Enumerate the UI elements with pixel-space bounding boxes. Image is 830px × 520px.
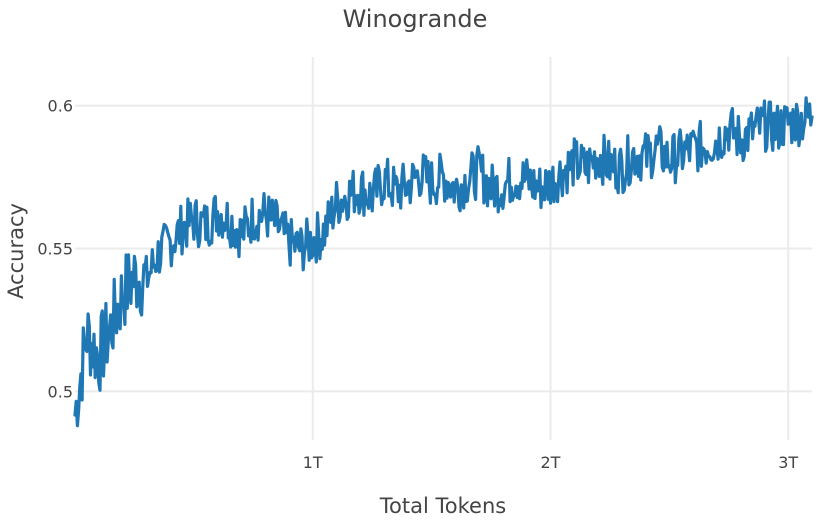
y-tick-label: 0.5 — [48, 382, 73, 401]
grid-layer — [75, 57, 812, 440]
x-axis-title: Total Tokens — [379, 494, 506, 518]
y-tick-label: 0.55 — [37, 240, 73, 259]
x-tick-label: 3T — [778, 453, 798, 472]
x-tick-label: 2T — [541, 453, 561, 472]
y-tick-label: 0.6 — [48, 97, 73, 116]
chart-title: Winogrande — [343, 5, 488, 33]
series-line — [73, 96, 814, 428]
series-layer — [73, 96, 814, 428]
y-axis-title: Accuracy — [4, 203, 28, 299]
tick-layer: 0.5 0.55 0.6 1T 2T 3T — [37, 97, 798, 472]
x-tick-label: 1T — [303, 453, 323, 472]
